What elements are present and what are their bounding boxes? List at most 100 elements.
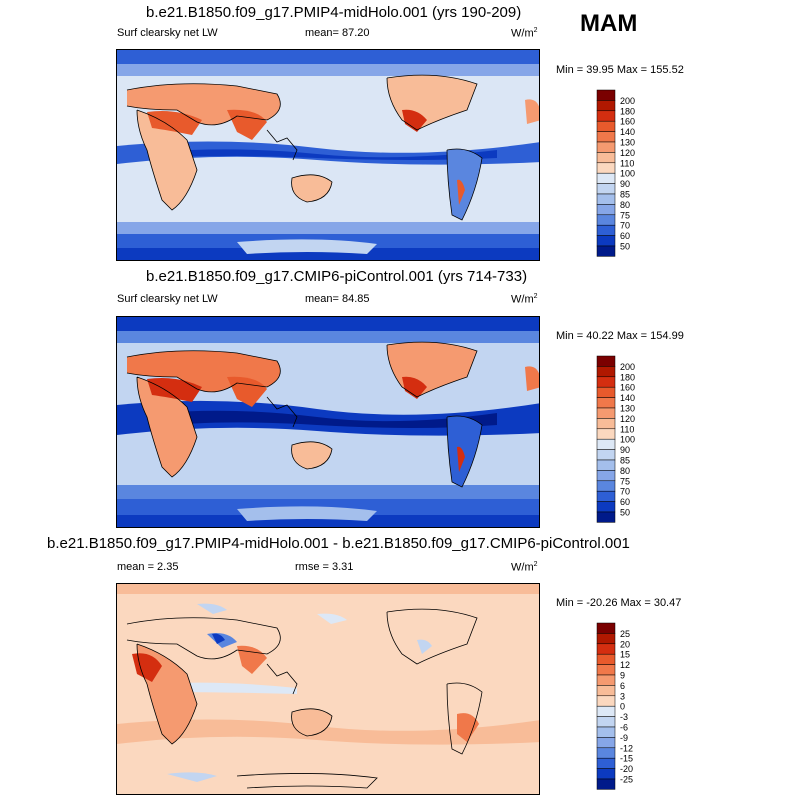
colorbar-box (596, 449, 616, 461)
colorbar-tick-label: 100 (620, 169, 635, 179)
colorbar-box (596, 214, 616, 226)
colorbar-tick-label: 85 (620, 190, 630, 200)
panel1-units: W/m2 (511, 27, 538, 40)
colorbar-box (596, 459, 616, 471)
colorbar-tick-label: 15 (620, 650, 630, 660)
colorbar-box (596, 490, 616, 502)
colorbar-tick-label: 120 (620, 414, 635, 424)
colorbar-tick-label: 120 (620, 148, 635, 158)
panel1-map (116, 49, 540, 261)
panel2-variable-label: Surf clearsky net LW (117, 293, 218, 305)
colorbar-tick-label: 140 (620, 393, 635, 403)
panel3-title: b.e21.B1850.f09_g17.PMIP4-midHolo.001 - … (47, 535, 630, 552)
colorbar-tick-label: 200 (620, 96, 635, 106)
colorbar-box (596, 674, 616, 686)
panel3-rmse-label: rmse = 3.31 (295, 561, 354, 573)
panel1-variable-label: Surf clearsky net LW (117, 27, 218, 39)
colorbar-tick-label: -12 (620, 743, 633, 753)
colorbar-box (596, 737, 616, 749)
panel3-map (116, 583, 540, 795)
colorbar-tick-label: -3 (620, 712, 628, 722)
colorbar-box (596, 172, 616, 184)
colorbar-tick-label: 3 (620, 691, 625, 701)
colorbar-tick-label: 9 (620, 671, 625, 681)
colorbar-tick-label: 70 (620, 221, 630, 231)
colorbar-tick-label: 90 (620, 445, 630, 455)
colorbar-tick-label: -25 (620, 775, 633, 785)
colorbar-box (596, 778, 616, 790)
colorbar-box (596, 726, 616, 738)
colorbar-tick-label: 75 (620, 476, 630, 486)
colorbar-box (596, 407, 616, 419)
colorbar-tick-label: 110 (620, 424, 634, 434)
colorbar-tick-label: 75 (620, 210, 630, 220)
colorbar-tick-label: 160 (620, 117, 635, 127)
panel3-mean-label: mean = 2.35 (117, 561, 179, 573)
panel1-minmax: Min = 39.95 Max = 155.52 (556, 64, 684, 76)
colorbar-box (596, 100, 616, 112)
colorbar-tick-label: 70 (620, 487, 630, 497)
colorbar-box (596, 183, 616, 195)
colorbar-tick-label: 12 (620, 660, 630, 670)
colorbar-box (596, 245, 616, 257)
colorbar-tick-label: 200 (620, 362, 635, 372)
colorbar-tick-label: 60 (620, 231, 630, 241)
colorbar-box (596, 397, 616, 409)
colorbar-tick-label: 6 (620, 681, 625, 691)
colorbar-box (596, 653, 616, 665)
colorbar-box (596, 355, 616, 367)
colorbar-box (596, 695, 616, 707)
colorbar-box (596, 162, 616, 174)
colorbar-box (596, 501, 616, 513)
colorbar-box (596, 193, 616, 205)
colorbar-box (596, 768, 616, 780)
colorbar-box (596, 418, 616, 430)
colorbar-box (596, 622, 616, 634)
colorbar-box (596, 511, 616, 523)
colorbar-box (596, 141, 616, 153)
colorbar-tick-label: -20 (620, 764, 633, 774)
colorbar-box (596, 633, 616, 645)
colorbar-box (596, 747, 616, 759)
colorbar-box (596, 716, 616, 728)
colorbar-box (596, 438, 616, 450)
colorbar-tick-label: -9 (620, 733, 628, 743)
colorbar-box (596, 480, 616, 492)
colorbar-box (596, 366, 616, 378)
colorbar-box (596, 643, 616, 655)
panel2-map (116, 316, 540, 528)
panel1-mean-label: mean= 87.20 (305, 27, 370, 39)
colorbar-tick-label: 160 (620, 383, 635, 393)
colorbar-box (596, 235, 616, 247)
colorbar-tick-label: 110 (620, 158, 634, 168)
colorbar-box (596, 428, 616, 440)
panel3-minmax: Min = -20.26 Max = 30.47 (556, 597, 682, 609)
colorbar-box (596, 120, 616, 132)
colorbar-tick-label: 80 (620, 200, 630, 210)
colorbar-box (596, 152, 616, 164)
colorbar-tick-label: 130 (620, 138, 635, 148)
colorbar-tick-label: 85 (620, 456, 630, 466)
colorbar-tick-label: 100 (620, 435, 635, 445)
season-label: MAM (580, 10, 638, 37)
colorbar-tick-label: -6 (620, 723, 628, 733)
panel3-units: W/m2 (511, 561, 538, 574)
colorbar-tick-label: 60 (620, 497, 630, 507)
colorbar-tick-label: 20 (620, 639, 630, 649)
panel2-title: b.e21.B1850.f09_g17.CMIP6-piControl.001 … (146, 268, 528, 285)
colorbar-box (596, 757, 616, 769)
panel2-minmax: Min = 40.22 Max = 154.99 (556, 330, 684, 342)
colorbar-box (596, 685, 616, 697)
colorbar-box (596, 705, 616, 717)
colorbar-box (596, 664, 616, 676)
colorbar-box (596, 204, 616, 216)
colorbar-tick-label: 80 (620, 466, 630, 476)
colorbar-tick-label: 140 (620, 127, 635, 137)
colorbar-tick-label: -15 (620, 754, 633, 764)
colorbar-tick-label: 25 (620, 629, 630, 639)
colorbar-box (596, 89, 616, 101)
colorbar-tick-label: 180 (620, 372, 635, 382)
colorbar-box (596, 224, 616, 236)
panel2-units: W/m2 (511, 293, 538, 306)
colorbar-tick-label: 180 (620, 106, 635, 116)
